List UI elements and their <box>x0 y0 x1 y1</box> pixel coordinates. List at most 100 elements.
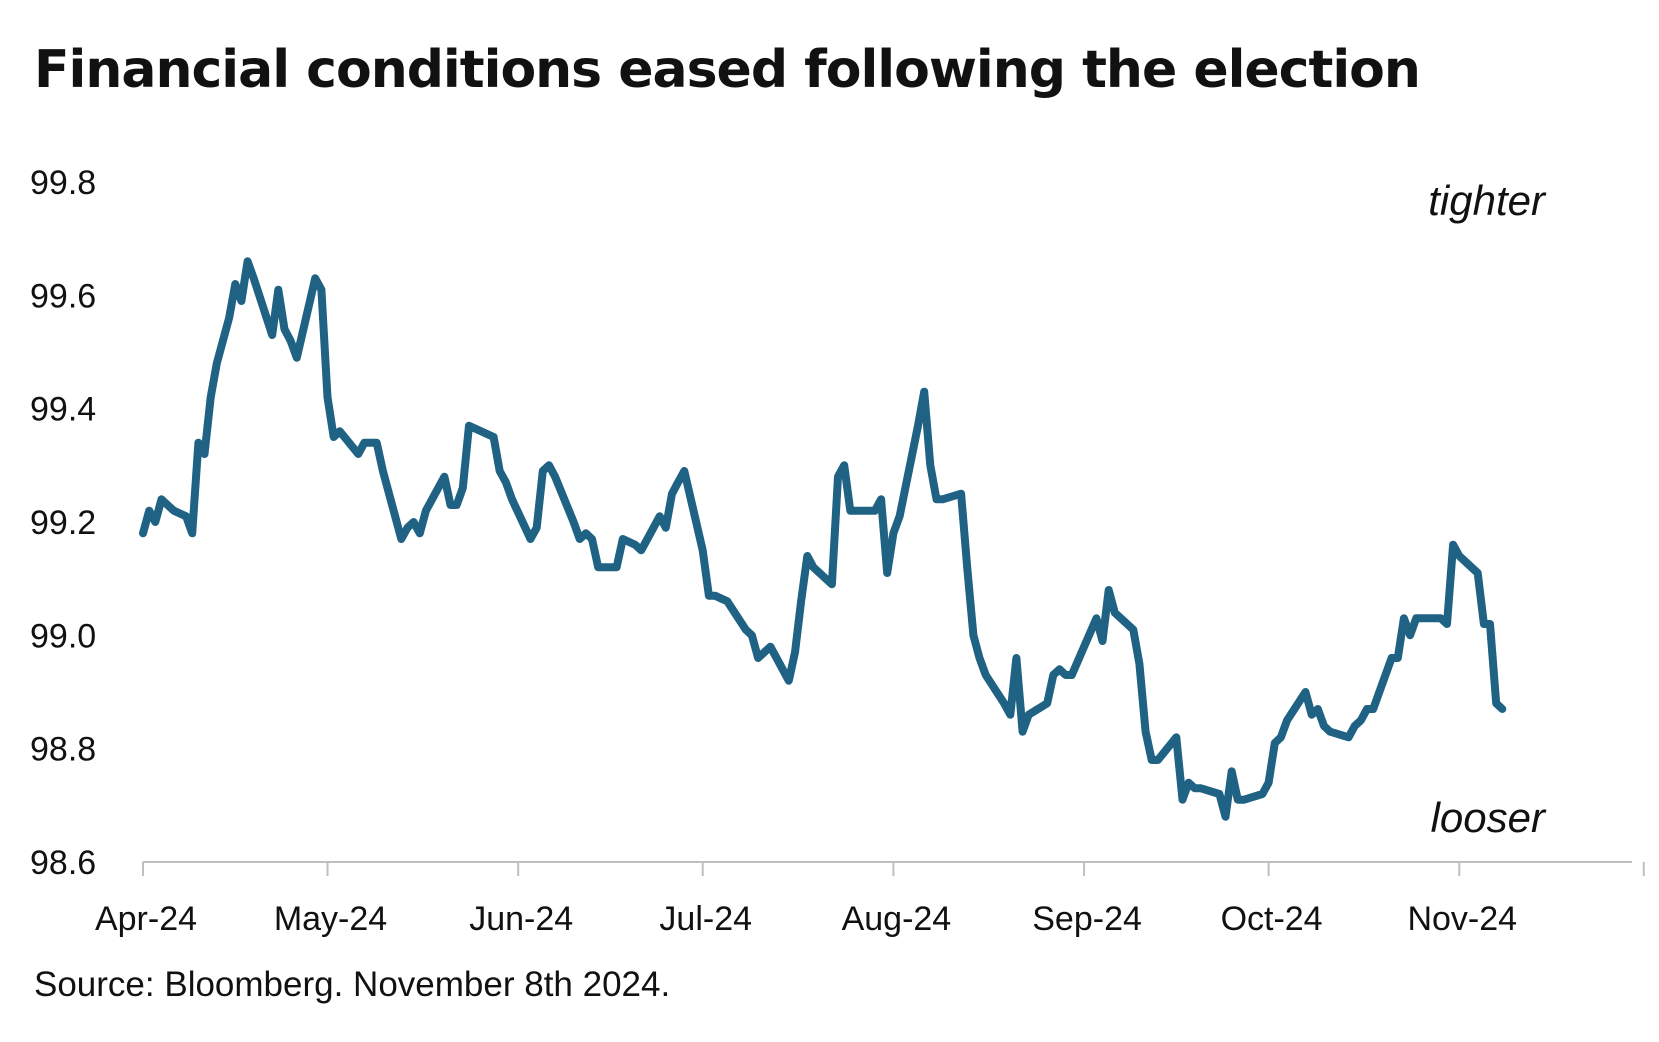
series-points <box>139 257 1506 820</box>
data-point <box>1283 716 1291 724</box>
data-point <box>496 467 504 475</box>
data-point <box>182 512 190 520</box>
data-point <box>1345 733 1353 741</box>
data-point <box>453 501 461 509</box>
data-point <box>237 297 245 305</box>
x-tick-label: Apr-24 <box>95 900 197 938</box>
data-point <box>982 671 990 679</box>
data-point <box>711 592 719 600</box>
y-tick-label: 99.4 <box>30 391 96 429</box>
data-point <box>490 433 498 441</box>
data-point <box>1049 671 1057 679</box>
data-point <box>1099 637 1107 645</box>
data-point <box>1197 784 1205 792</box>
data-point <box>1142 728 1150 736</box>
x-tick-label: Sep-24 <box>1032 900 1142 938</box>
data-point <box>274 286 282 294</box>
y-tick-label: 99.6 <box>30 277 96 315</box>
data-point <box>545 461 553 469</box>
data-point <box>373 439 381 447</box>
data-point <box>877 495 885 503</box>
y-tick-label: 98.8 <box>30 731 96 769</box>
x-tick-label: Aug-24 <box>842 900 952 938</box>
data-point <box>1369 705 1377 713</box>
data-point <box>668 490 676 498</box>
data-point <box>459 484 467 492</box>
data-point <box>281 325 289 333</box>
data-point <box>963 563 971 571</box>
data-point <box>914 422 922 430</box>
data-point <box>680 467 688 475</box>
data-point <box>1277 733 1285 741</box>
x-tick-label: Oct-24 <box>1221 900 1323 938</box>
data-point <box>188 529 196 537</box>
data-point <box>613 563 621 571</box>
x-tick-label: Nov-24 <box>1407 900 1517 938</box>
data-point <box>539 467 547 475</box>
data-point <box>588 535 596 543</box>
data-point <box>1443 620 1451 628</box>
data-point <box>527 535 535 543</box>
data-point <box>1449 541 1457 549</box>
data-point <box>1400 614 1408 622</box>
data-point <box>551 473 559 481</box>
data-point <box>969 631 977 639</box>
data-point <box>576 535 584 543</box>
data-point <box>1240 796 1248 804</box>
data-point <box>582 529 590 537</box>
data-point <box>231 280 239 288</box>
data-point <box>1185 779 1193 787</box>
data-point <box>803 552 811 560</box>
data-point <box>1043 699 1051 707</box>
data-point <box>151 518 159 526</box>
data-point <box>317 286 325 294</box>
data-point <box>1222 813 1230 821</box>
data-point <box>1437 614 1445 622</box>
data-point <box>1258 790 1266 798</box>
data-point <box>723 597 731 605</box>
data-point <box>760 648 768 656</box>
data-point <box>742 626 750 634</box>
data-point <box>1179 796 1187 804</box>
data-point <box>225 314 233 322</box>
data-point <box>1105 586 1113 594</box>
data-point <box>440 473 448 481</box>
data-point <box>404 524 412 532</box>
data-point <box>1498 705 1506 713</box>
data-point <box>1412 614 1420 622</box>
y-tick-label: 98.6 <box>30 844 96 882</box>
data-point <box>201 450 209 458</box>
data-point <box>1351 722 1359 730</box>
data-point <box>797 597 805 605</box>
data-point <box>1326 728 1334 736</box>
annotation-tighter: tighter <box>1428 177 1547 224</box>
data-point <box>699 546 707 554</box>
data-point <box>920 388 928 396</box>
x-tick-label: May-24 <box>274 900 387 938</box>
data-point <box>656 512 664 520</box>
data-point <box>213 359 221 367</box>
data-point <box>957 490 965 498</box>
data-point <box>287 337 295 345</box>
data-point <box>1019 728 1027 736</box>
y-axis: 99.8 99.6 99.4 99.2 99.0 98.8 98.6 <box>30 164 96 882</box>
data-point <box>336 427 344 435</box>
x-axis: Apr-24 May-24 Jun-24 Jul-24 Aug-24 Sep-24 Oct-… <box>95 862 1645 938</box>
data-point <box>324 393 332 401</box>
data-point <box>926 461 934 469</box>
data-point <box>250 274 258 282</box>
data-point <box>840 461 848 469</box>
data-point <box>853 507 861 515</box>
data-point <box>834 473 842 481</box>
data-point <box>164 501 172 509</box>
data-point <box>194 439 202 447</box>
data-point <box>1068 671 1076 679</box>
data-point <box>1092 614 1100 622</box>
y-tick-label: 99.0 <box>30 617 96 655</box>
data-point <box>754 654 762 662</box>
data-point <box>1302 688 1310 696</box>
data-point <box>422 507 430 515</box>
annotation-looser: looser <box>1431 794 1547 841</box>
data-point <box>1228 767 1236 775</box>
data-point <box>1492 699 1500 707</box>
